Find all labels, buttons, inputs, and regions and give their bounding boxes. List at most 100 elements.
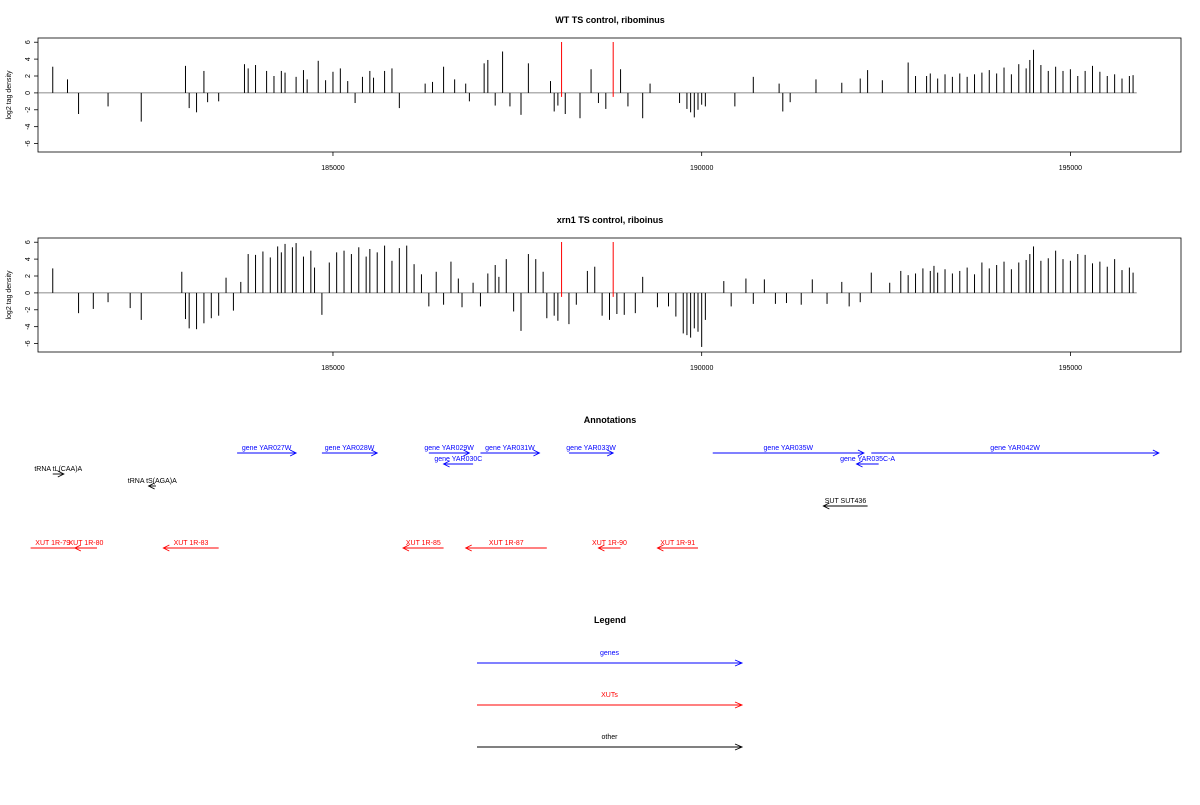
y-tick-label: -4 <box>25 323 32 329</box>
feature-label: gene YAR031W <box>485 445 535 452</box>
xrn1-y-ticks: -6 -4 -2 0 2 4 6 <box>25 240 38 347</box>
arrow-head-left-icon <box>597 544 605 552</box>
legend-entry: genes <box>477 650 744 667</box>
feature-label: tRNA tS(AGA)A <box>128 478 177 485</box>
arrow-head-left-icon <box>162 544 170 552</box>
feature-label: XUT 1R-87 <box>489 540 524 547</box>
x-tick-label: 190000 <box>690 365 713 372</box>
y-tick-label: -6 <box>25 140 32 146</box>
x-tick-label: 195000 <box>1059 365 1082 372</box>
annotations-track: Annotations gene YAR027W gene YAR028W gene… <box>30 415 1160 552</box>
arrow-head-left-icon <box>855 460 863 468</box>
y-tick-label: 2 <box>25 74 32 78</box>
xrn1-y-axis-label: log2 tag density <box>6 270 13 320</box>
arrow-head-right-icon <box>57 470 65 478</box>
wt-y-axis-label: log2 tag density <box>6 70 13 120</box>
legend-label: genes <box>600 650 620 657</box>
annotation-feature: gene YAR033W <box>566 445 616 457</box>
y-tick-label: -6 <box>25 340 32 346</box>
y-tick-label: 4 <box>25 257 32 261</box>
annotation-feature: XUT 1R-90 <box>592 540 627 552</box>
annotation-feature: XUT 1R-91 <box>656 540 698 552</box>
wt-x-ticks: 185000 190000 195000 <box>321 152 1082 172</box>
annotation-feature: gene YAR031W <box>480 445 541 457</box>
arrow-head-right-icon <box>289 449 298 457</box>
wt-plot-frame <box>37 37 1182 153</box>
legend-label: XUTs <box>601 692 618 699</box>
wt-bars <box>38 42 1137 122</box>
y-tick-label: 6 <box>25 240 32 244</box>
feature-label: tRNA tL(CAA)A <box>34 466 82 473</box>
feature-label: SUT SUT436 <box>825 498 867 505</box>
arrow-head-right-icon <box>1152 449 1160 457</box>
xrn1-panel: xrn1 TS control, riboinus log2 tag densi… <box>6 215 1182 372</box>
y-tick-label: 2 <box>25 274 32 278</box>
arrow-head-right-icon <box>463 449 471 457</box>
y-tick-label: -2 <box>25 307 32 313</box>
annotation-feature: gene YAR035W <box>712 445 865 457</box>
legend-items: genes XUTs other <box>477 650 744 751</box>
feature-label: XUT 1R-90 <box>592 540 627 547</box>
wt-panel-title: WT TS control, ribominus <box>555 15 665 25</box>
arrow-head-right-icon <box>857 449 865 457</box>
wt-y-ticks: -6 -4 -2 0 2 4 6 <box>25 40 38 147</box>
y-tick-label: 6 <box>25 40 32 44</box>
annotation-feature: gene YAR028W <box>321 445 379 457</box>
x-tick-label: 185000 <box>321 365 344 372</box>
feature-label: gene YAR029W <box>424 445 474 452</box>
feature-label: gene YAR027W <box>242 445 292 452</box>
annotation-feature: XUT 1R-87 <box>464 540 547 552</box>
arrow-head-right-icon <box>533 449 541 457</box>
x-tick-label: 195000 <box>1059 165 1082 172</box>
arrow-head-left-icon <box>656 544 664 552</box>
legend: Legend genes XUTs other <box>477 615 744 751</box>
annotation-feature: gene YAR042W <box>871 445 1160 457</box>
arrow-head-left-icon <box>402 544 410 552</box>
wt-panel: WT TS control, ribominus log2 tag densit… <box>6 15 1182 172</box>
annotation-feature: tRNA tL(CAA)A <box>34 466 83 478</box>
arrow-head-left-icon <box>73 544 82 552</box>
arrow-head-left-icon <box>147 482 155 490</box>
xrn1-bars <box>38 242 1137 347</box>
feature-label: gene YAR028W <box>325 445 375 452</box>
x-tick-label: 185000 <box>321 165 344 172</box>
annotation-feature: gene YAR027W <box>237 445 298 457</box>
arrow-head-left-icon <box>822 502 830 510</box>
xrn1-panel-title: xrn1 TS control, riboinus <box>557 215 664 225</box>
arrow-head-left-icon <box>442 460 450 468</box>
feature-label: gene YAR035W <box>764 445 814 452</box>
y-tick-label: -2 <box>25 107 32 113</box>
xrn1-x-ticks: 185000 190000 195000 <box>321 352 1082 372</box>
y-tick-label: 0 <box>25 291 32 295</box>
arrow-head-right-icon <box>371 449 379 457</box>
annotation-items: gene YAR027W gene YAR028W gene YAR029W gene… <box>30 445 1160 552</box>
arrow-head-right-icon <box>734 659 744 667</box>
feature-label: XUT 1R-80 <box>68 540 103 547</box>
feature-label: gene YAR042W <box>990 445 1040 452</box>
arrow-head-right-icon <box>734 743 744 751</box>
feature-label: gene YAR033W <box>566 445 616 452</box>
x-tick-label: 190000 <box>690 165 713 172</box>
annotation-feature: XUT 1R-80 <box>68 540 103 552</box>
annotation-feature: XUT 1R-85 <box>402 540 444 552</box>
annotation-feature: tRNA tS(AGA)A <box>128 478 177 490</box>
annotation-feature: XUT 1R-79 <box>30 540 75 549</box>
y-tick-label: -4 <box>25 123 32 129</box>
annotation-feature: gene YAR030C <box>434 456 482 468</box>
feature-label: XUT 1R-79 <box>35 540 70 547</box>
arrow-head-right-icon <box>606 449 615 457</box>
feature-label: gene YAR035C-A <box>840 456 895 463</box>
feature-label: XUT 1R-91 <box>660 540 695 547</box>
feature-label: XUT 1R-85 <box>406 540 441 547</box>
y-tick-label: 4 <box>25 57 32 61</box>
legend-title: Legend <box>594 615 626 625</box>
arrow-head-right-icon <box>734 701 744 709</box>
y-tick-label: 0 <box>25 91 32 95</box>
legend-entry: XUTs <box>477 692 744 709</box>
annotation-feature: gene YAR035C-A <box>840 456 895 468</box>
annotation-feature: XUT 1R-83 <box>162 540 219 552</box>
xrn1-plot-frame <box>37 237 1182 353</box>
feature-label: XUT 1R-83 <box>174 540 209 547</box>
legend-label: other <box>602 734 619 741</box>
